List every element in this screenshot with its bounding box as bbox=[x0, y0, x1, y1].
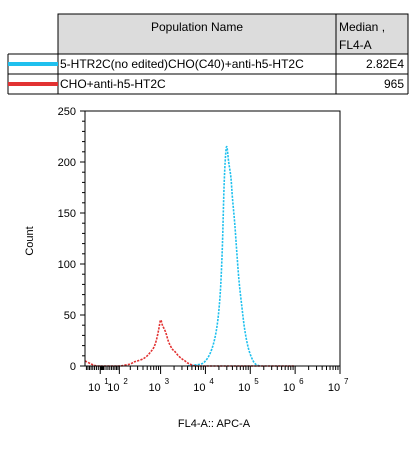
x-tick-label-base: 10 bbox=[88, 382, 100, 394]
y-tick-label: 150 bbox=[58, 208, 76, 220]
x-tick-label-base: 10 bbox=[328, 382, 340, 394]
y-tick-label: 50 bbox=[64, 310, 76, 322]
x-tick-label-exponent: 7 bbox=[344, 377, 349, 386]
y-tick-label: 100 bbox=[58, 259, 76, 271]
legend-name-series-1: 5-HTR2C(no edited)CHO(C40)+anti-h5-HT2C bbox=[60, 57, 304, 71]
y-axis-label: Count bbox=[24, 226, 36, 255]
plot-frame bbox=[84, 110, 341, 367]
x-tick-label-base: 10 bbox=[193, 382, 205, 394]
y-tick-label: 200 bbox=[58, 157, 76, 169]
legend-median-series-2: 965 bbox=[384, 77, 404, 91]
legend-header-median-line1: Median , bbox=[339, 20, 385, 34]
x-tick-label-base: 10 bbox=[148, 382, 160, 394]
x-axis-label: FL4-A:: APC-A bbox=[178, 418, 251, 430]
x-tick-label-exponent: 2 bbox=[123, 377, 128, 386]
legend-name-series-2: CHO+anti-h5-HT2C bbox=[60, 77, 166, 91]
series-line-2 bbox=[84, 319, 296, 367]
y-tick-label: 0 bbox=[70, 361, 76, 373]
legend-median-series-1: 2.82E4 bbox=[366, 57, 404, 71]
x-tick-label-base: 10 bbox=[238, 382, 250, 394]
x-tick-label-exponent: 4 bbox=[209, 377, 214, 386]
legend-header-median-line2: FL4-A bbox=[339, 38, 372, 52]
x-tick-label-exponent: 6 bbox=[299, 377, 304, 386]
legend-header-name-cell bbox=[57, 13, 337, 55]
y-tick-label: 250 bbox=[58, 106, 76, 118]
plot-area bbox=[84, 145, 296, 367]
legend-table: Population Name Median , FL4-A 5-HTR2C(n… bbox=[7, 13, 409, 95]
x-tick-label-base: 10 bbox=[283, 382, 295, 394]
legend-header-median-cell bbox=[335, 13, 409, 55]
x-tick-label-base: 10 bbox=[107, 382, 119, 394]
legend-header-name: Population Name bbox=[151, 20, 243, 34]
x-tick-label-exponent: 5 bbox=[254, 377, 259, 386]
x-tick-label-exponent: 3 bbox=[165, 377, 170, 386]
series-line-1 bbox=[187, 145, 260, 367]
x-tick-label-exponent: 1 bbox=[104, 377, 109, 386]
